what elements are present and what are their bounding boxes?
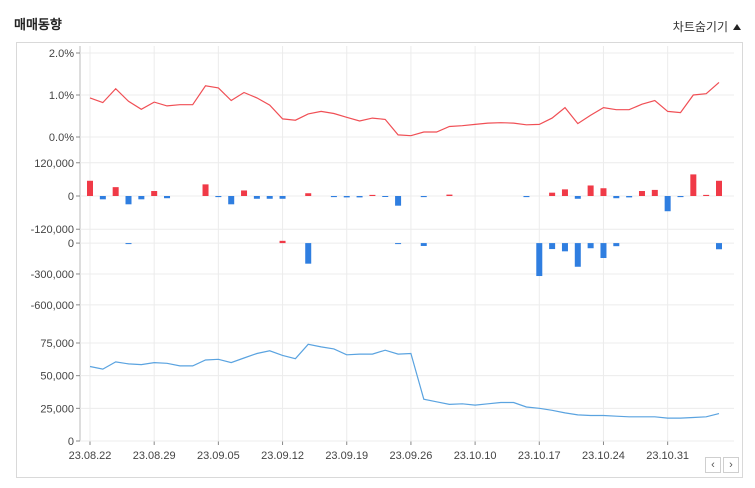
x-tick-label: 23.10.17	[518, 450, 561, 462]
net-buy-1-bar	[382, 196, 389, 197]
y-tick-label: 50,000	[40, 371, 74, 383]
net-buy-1-bar	[638, 191, 645, 196]
net-buy-2-bar	[561, 243, 568, 252]
net-buy-1-bar	[446, 194, 453, 196]
y-tick-label: 75,000	[40, 338, 74, 350]
x-tick-label: 23.08.22	[69, 450, 112, 462]
net-buy-1-bar	[690, 174, 697, 196]
y-tick-label: 0	[68, 191, 74, 203]
net-buy-1-bar	[228, 196, 235, 205]
net-buy-1-bar	[561, 189, 568, 196]
net-buy-1-bar	[253, 196, 260, 199]
x-tick-label: 23.10.10	[454, 450, 497, 462]
x-tick-label: 23.08.29	[133, 450, 176, 462]
x-tick-label: 23.09.12	[261, 450, 304, 462]
y-tick-label: 0	[68, 436, 74, 448]
net-buy-2-bar	[574, 243, 581, 267]
y-tick-label: 120,000	[34, 158, 74, 170]
net-buy-1-bar	[716, 180, 722, 196]
net-buy-2-bar	[587, 243, 594, 249]
net-buy-1-bar	[356, 196, 363, 198]
x-tick-label: 23.09.19	[325, 450, 368, 462]
net-buy-2-bar	[420, 243, 427, 246]
y-tick-label: 1.0%	[49, 90, 74, 102]
net-buy-1-bar	[215, 196, 222, 198]
net-buy-1-bar	[664, 196, 671, 212]
x-tick-label: 23.09.26	[390, 450, 433, 462]
net-buy-1-bar	[330, 196, 337, 198]
y-tick-label: -120,000	[31, 224, 74, 236]
net-buy-1-bar	[613, 196, 620, 199]
net-buy-2-bar	[305, 243, 312, 264]
hide-chart-label: 차트숨기기	[672, 20, 728, 34]
net-buy-1-bar	[395, 196, 402, 206]
net-buy-1-bar	[241, 190, 248, 196]
chevron-left-icon: ‹	[711, 459, 715, 471]
net-buy-1-bar	[420, 196, 427, 198]
net-buy-2-bar	[716, 243, 722, 250]
net-buy-2-bar	[279, 240, 286, 244]
prev-button[interactable]: ‹	[705, 457, 721, 473]
x-tick-label: 23.10.24	[582, 450, 625, 462]
net-buy-2-bar	[600, 243, 607, 259]
net-buy-2-bar	[536, 243, 543, 277]
y-tick-label: 0	[68, 238, 74, 250]
page-title: 매매동향	[14, 17, 62, 32]
net-buy-1-bar	[125, 196, 132, 205]
net-buy-2-bar	[125, 243, 132, 245]
net-buy-1-bar	[677, 196, 684, 198]
x-tick-label: 23.10.31	[646, 450, 689, 462]
net-buy-1-bar	[587, 185, 594, 196]
net-buy-1-bar	[626, 196, 633, 198]
net-buy-1-bar	[99, 196, 106, 200]
y-tick-label: 25,000	[40, 403, 74, 415]
net-buy-1-bar	[574, 196, 581, 199]
net-buy-1-bar	[703, 194, 710, 196]
y-tick-label: 0.0%	[49, 132, 74, 144]
net-buy-1-bar	[369, 194, 376, 196]
net-buy-1-bar	[305, 193, 312, 196]
net-buy-1-bar	[112, 187, 119, 196]
net-buy-1-bar	[523, 196, 530, 198]
net-buy-1-bar	[87, 180, 93, 196]
next-button[interactable]: ›	[723, 457, 739, 473]
net-buy-1-bar	[651, 189, 658, 196]
hide-chart-toggle[interactable]: 차트숨기기	[673, 18, 741, 35]
x-tick-label: 23.09.05	[197, 450, 240, 462]
chevron-right-icon: ›	[729, 459, 733, 471]
net-buy-1-bar	[202, 184, 209, 196]
net-buy-1-bar	[343, 196, 350, 198]
net-buy-1-bar	[266, 196, 273, 199]
y-tick-label: 2.0%	[49, 48, 74, 60]
net-buy-2-bar	[549, 243, 556, 250]
net-buy-1-bar	[151, 191, 158, 196]
price-series-line	[89, 343, 720, 419]
triangle-up-icon	[733, 23, 741, 30]
chart-frame	[16, 42, 743, 478]
net-buy-1-bar	[600, 188, 607, 196]
net-buy-2-bar	[613, 243, 620, 247]
net-buy-1-bar	[164, 196, 171, 199]
net-buy-1-bar	[138, 196, 145, 200]
net-buy-2-bar	[395, 243, 402, 245]
y-tick-label: -600,000	[31, 300, 74, 312]
change-rate-series-line	[89, 81, 720, 137]
net-buy-1-bar	[279, 196, 286, 199]
net-buy-1-bar	[549, 192, 556, 196]
y-tick-label: -300,000	[31, 269, 74, 281]
